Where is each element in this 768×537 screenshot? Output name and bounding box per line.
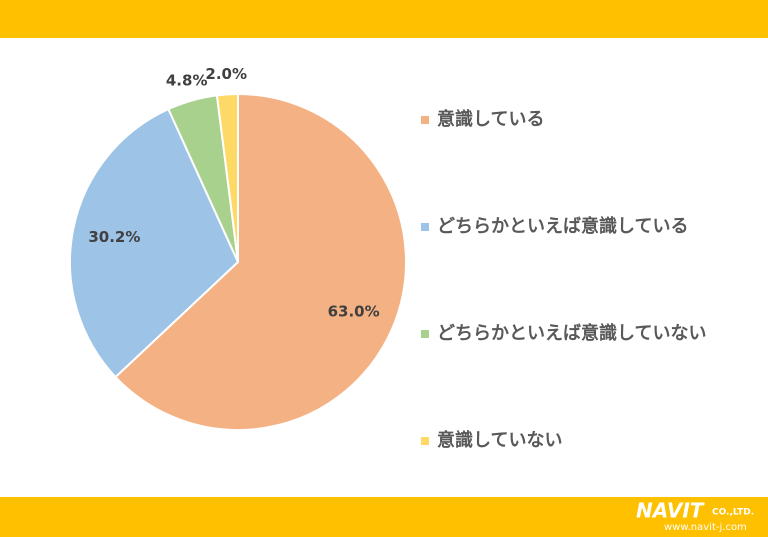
legend-label: 意識している [437,108,544,130]
legend-label: どちらかといえば意識していない [437,322,706,344]
data-label: 4.8% [166,72,208,90]
legend-marker [421,116,429,124]
legend-marker [421,330,429,338]
url: www.navit-j.com [664,522,747,533]
pie-slice [114,92,407,431]
data-label: 63.0% [328,303,380,321]
pie-slice [69,107,240,379]
company: CO.,LTD. [712,508,754,518]
data-label: 30.2% [88,228,140,246]
footer-bar [0,497,768,537]
logo: NAVIT [636,499,705,523]
legend-label: どちらかといえば意識している [437,215,688,237]
legend-marker [421,437,429,445]
data-label: 2.0% [205,65,247,83]
legend-label: 意識していない [437,429,562,451]
pie-slice [215,92,239,263]
legend-marker [421,223,429,231]
header-bar [0,0,768,38]
